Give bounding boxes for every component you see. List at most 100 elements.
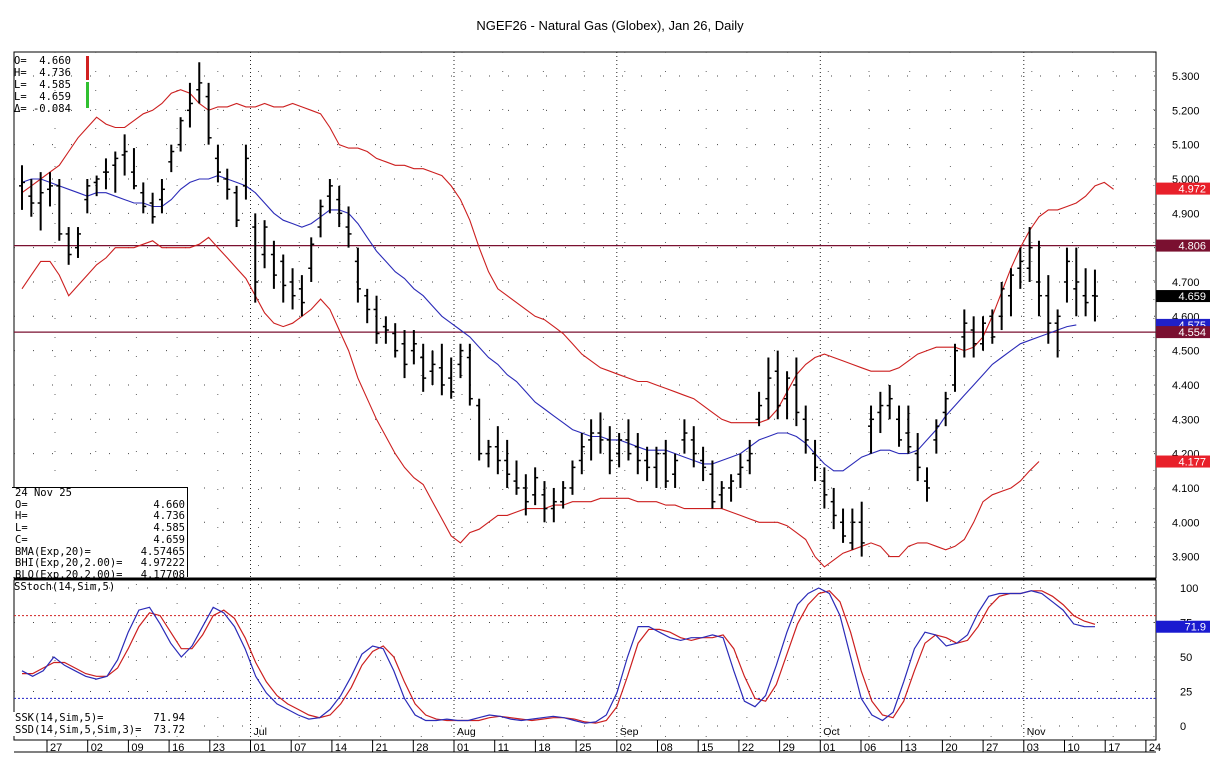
x-tick-label: 01 [457, 742, 469, 754]
ohlc-last: L= 4.659 [14, 91, 71, 103]
stoch-tick-label: 100 [1180, 583, 1198, 595]
bollinger-lower-line [21, 236, 1040, 568]
x-tick-label: 21 [376, 742, 388, 754]
price-tag [1156, 290, 1210, 303]
price-tick-label: 4.700 [1172, 277, 1200, 289]
price-tick-label: 3.900 [1172, 552, 1200, 564]
info-row-open: O= 4.660 [15, 498, 185, 512]
month-label: Oct [823, 726, 839, 738]
x-tick-label: 23 [213, 742, 225, 754]
stoch-tick-label: 0 [1180, 721, 1186, 733]
price-tag-label: 4.659 [1178, 291, 1206, 303]
info-row-high: H= 4.736 [15, 511, 185, 523]
price-tick-label: 4.500 [1172, 346, 1200, 358]
month-label: Aug [457, 726, 476, 738]
price-tick-label: 5.100 [1172, 140, 1200, 152]
ohlc-low: L= 4.585 [14, 79, 71, 91]
price-tick-label: 4.300 [1172, 414, 1200, 426]
ohlc-open: O= 4.660 [14, 55, 71, 67]
x-tick-label: 17 [1108, 742, 1120, 754]
stoch-readout: SSK(14,Sim,5)= 71.94 SSD(14,Sim,5,Sim,3)=… [12, 712, 188, 736]
price-tick-label: 4.900 [1172, 208, 1200, 220]
x-tick-label: 13 [905, 742, 917, 754]
stoch-ssk-row: SSK(14,Sim,5)= 71.94 [15, 712, 185, 724]
info-key: BMA(Exp,20)= [15, 545, 91, 558]
price-tick-label: 4.400 [1172, 380, 1200, 392]
x-tick-label: 29 [783, 742, 795, 754]
x-tick-label: 06 [864, 742, 876, 754]
x-tick-label: 25 [579, 742, 591, 754]
info-value: 4.97222 [140, 557, 185, 570]
x-tick-label: 03 [1027, 742, 1039, 754]
info-key: BLO(Exp,20,2.00)= [15, 568, 123, 581]
stoch-title: SStoch(14,Sim,5) [14, 581, 116, 593]
info-value: 4.57465 [140, 545, 185, 558]
x-tick-label: 09 [131, 742, 143, 754]
x-tick-label: 02 [91, 742, 103, 754]
stoch-ssd-line [22, 590, 1096, 724]
x-tick-label: 28 [416, 742, 428, 754]
stoch-ssd-row: SSD(14,Sim,5,Sim,3)= 73.72 [15, 724, 185, 736]
info-value: 4.17708 [140, 568, 185, 581]
chart-title: NGEF26 - Natural Gas (Globex), Jan 26, D… [476, 18, 744, 33]
stoch-value-tag [1156, 620, 1210, 633]
price-tag [1156, 239, 1210, 252]
info-value: 4.585 [153, 522, 185, 535]
range-bar-red [86, 56, 89, 80]
info-key: C= [15, 533, 28, 546]
info-value: 4.736 [153, 510, 185, 523]
stoch-tick-label: 25 [1180, 687, 1192, 699]
price-tag-label: 4.177 [1178, 457, 1206, 469]
info-row-bma: BMA(Exp,20)= 4.57465 [15, 545, 185, 559]
info-row-low: L= 4.585 [15, 522, 185, 535]
x-tick-label: 20 [945, 742, 957, 754]
info-key: O= [15, 498, 28, 511]
price-tick-label: 5.300 [1172, 71, 1200, 83]
price-tag-label: 4.554 [1178, 327, 1206, 339]
x-tick-label: 01 [823, 742, 835, 754]
x-tick-label: 24 [1149, 742, 1161, 754]
x-tick-label: 22 [742, 742, 754, 754]
price-tag [1156, 455, 1210, 468]
info-value: 4.659 [153, 533, 185, 546]
stoch-key: SSK(14,Sim,5)= [15, 712, 104, 724]
info-panel: 24 Nov 25 O= 4.660 H= 4.736 L= 4.585 C= 4.65… [12, 487, 188, 581]
price-tag-label: 4.806 [1178, 241, 1206, 253]
x-tick-label: 07 [294, 742, 306, 754]
x-tick-label: 11 [498, 742, 509, 754]
price-tick-label: 4.100 [1172, 483, 1200, 495]
stoch-ssk-line [21, 587, 1096, 724]
ohlc-change: Δ= -0.084 [14, 103, 71, 115]
info-key: H= [15, 510, 28, 523]
x-tick-label: 27 [50, 742, 62, 754]
price-tick-label: 4.000 [1172, 517, 1200, 529]
month-label: Sep [620, 726, 639, 738]
ohlc-readout: O= 4.660 H= 4.736 L= 4.585 L= 4.659 Δ= -… [14, 55, 71, 115]
price-tag [1156, 326, 1210, 339]
info-date: 24 Nov 25 [15, 487, 72, 499]
x-tick-label: 02 [620, 742, 632, 754]
x-tick-label: 16 [172, 742, 184, 754]
x-tick-label: 10 [1068, 742, 1080, 754]
info-row-close: C= 4.659 [15, 533, 185, 547]
x-tick-label: 27 [986, 742, 998, 754]
range-bar-green [86, 82, 89, 108]
price-tag [1156, 182, 1210, 195]
info-row-bhi: BHI(Exp,20,2.00)= 4.97222 [15, 558, 185, 570]
info-row-blo: BLO(Exp,20,2.00)= 4.17708 [15, 568, 185, 582]
bollinger-upper-line [21, 89, 1114, 424]
stoch-value: 73.72 [153, 724, 185, 736]
month-label: Jul [254, 726, 267, 738]
info-value: 4.660 [153, 498, 185, 511]
x-tick-label: 08 [661, 742, 673, 754]
x-tick-label: 01 [254, 742, 266, 754]
stoch-tick-label: 50 [1180, 652, 1192, 664]
price-tick-label: 5.200 [1172, 105, 1200, 117]
x-tick-label: 14 [335, 742, 347, 754]
x-tick-label: 18 [538, 742, 550, 754]
month-label: Nov [1027, 726, 1046, 738]
ohlc-high: H= 4.736 [14, 67, 71, 79]
price-tag-label: 4.972 [1178, 184, 1206, 196]
stoch-key: SSD(14,Sim,5,Sim,3)= [15, 724, 142, 736]
